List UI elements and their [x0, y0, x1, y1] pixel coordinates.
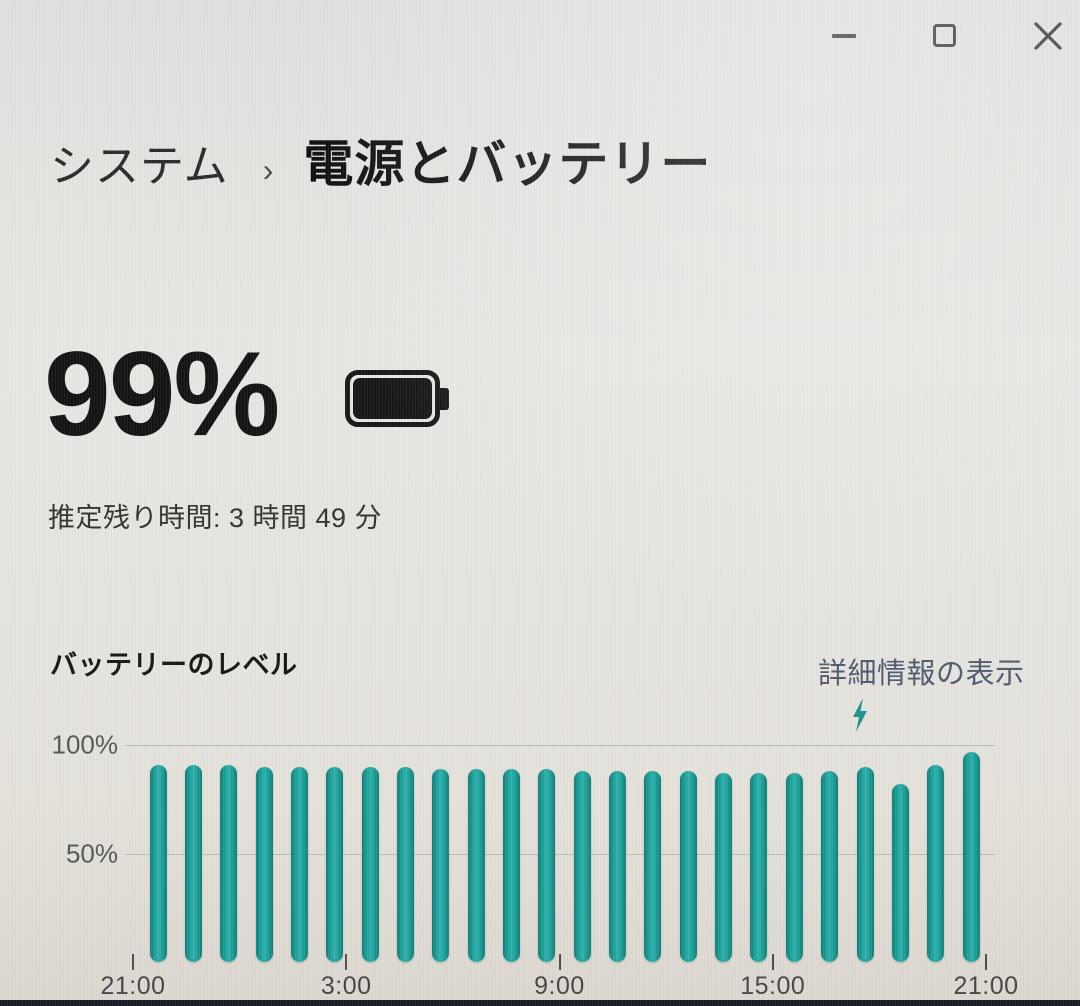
minimize-button[interactable]	[824, 16, 864, 56]
battery-level-bar	[538, 768, 556, 962]
x-axis-label: 21:00	[100, 972, 166, 1000]
gridline-50	[125, 853, 995, 855]
battery-fill	[353, 378, 432, 419]
battery-level-bar	[220, 764, 238, 962]
battery-level-bar	[856, 766, 874, 962]
battery-level-bar	[467, 768, 485, 962]
x-axis-tick	[345, 954, 348, 970]
battery-percent-value: 99%	[44, 327, 280, 461]
battery-level-bar	[644, 771, 662, 962]
x-axis-label: 15:00	[740, 972, 806, 1000]
battery-level-bar	[821, 771, 839, 962]
x-axis-label: 9:00	[534, 972, 585, 1000]
chevron-right-icon: ›	[262, 152, 274, 188]
battery-level-bar	[927, 764, 945, 962]
battery-level-bar	[290, 766, 308, 962]
maximize-icon	[932, 23, 956, 47]
battery-level-bar	[503, 768, 520, 962]
screen-bottom-edge	[0, 1000, 1080, 1006]
battery-level-bar	[184, 764, 202, 962]
battery-level-bar	[255, 766, 273, 962]
battery-level-bar	[573, 771, 591, 962]
battery-full-icon	[345, 370, 449, 427]
battery-level-bar	[609, 771, 627, 962]
battery-level-bar	[962, 751, 980, 962]
page-title: 電源とバッテリー	[303, 136, 712, 192]
close-button[interactable]	[1026, 14, 1070, 58]
breadcrumb-item-system[interactable]: システム	[50, 142, 229, 191]
battery-level-bar	[326, 766, 344, 962]
x-axis-label: 21:00	[953, 972, 1019, 1000]
battery-level-bar	[679, 771, 697, 962]
show-details-link[interactable]: 詳細情報の表示	[818, 650, 1025, 692]
battery-level-chart: 100% 50% 21:00 3:00 9:00 15:00 21:00	[0, 730, 1080, 1006]
battery-level-bar	[891, 784, 909, 962]
y-axis-label: 100%	[51, 729, 119, 760]
battery-nub	[439, 387, 449, 410]
battery-level-heading: バッテリーのレベル	[50, 650, 298, 680]
gridline-100	[125, 745, 995, 746]
x-axis-tick	[771, 954, 774, 970]
close-icon	[1034, 22, 1062, 50]
x-axis-label: 3:00	[320, 972, 372, 1000]
charging-lightning-icon	[853, 698, 867, 732]
battery-level-bar	[785, 773, 803, 962]
x-axis-tick	[985, 954, 987, 970]
battery-level-bar	[715, 773, 733, 962]
breadcrumb: システム › 電源とバッテリー	[50, 124, 711, 196]
battery-level-bar	[750, 773, 768, 962]
estimated-remaining-time: 推定残り時間: 3 時間 49 分	[48, 503, 383, 533]
battery-level-bar	[396, 766, 414, 962]
y-axis-label: 50%	[65, 838, 118, 868]
battery-level-bar	[149, 764, 167, 962]
battery-level-bar	[432, 768, 450, 962]
maximize-button[interactable]	[924, 15, 964, 55]
battery-level-bar	[361, 766, 379, 962]
minimize-icon	[832, 34, 856, 38]
x-axis-tick	[132, 954, 134, 970]
x-axis-tick	[558, 954, 561, 970]
